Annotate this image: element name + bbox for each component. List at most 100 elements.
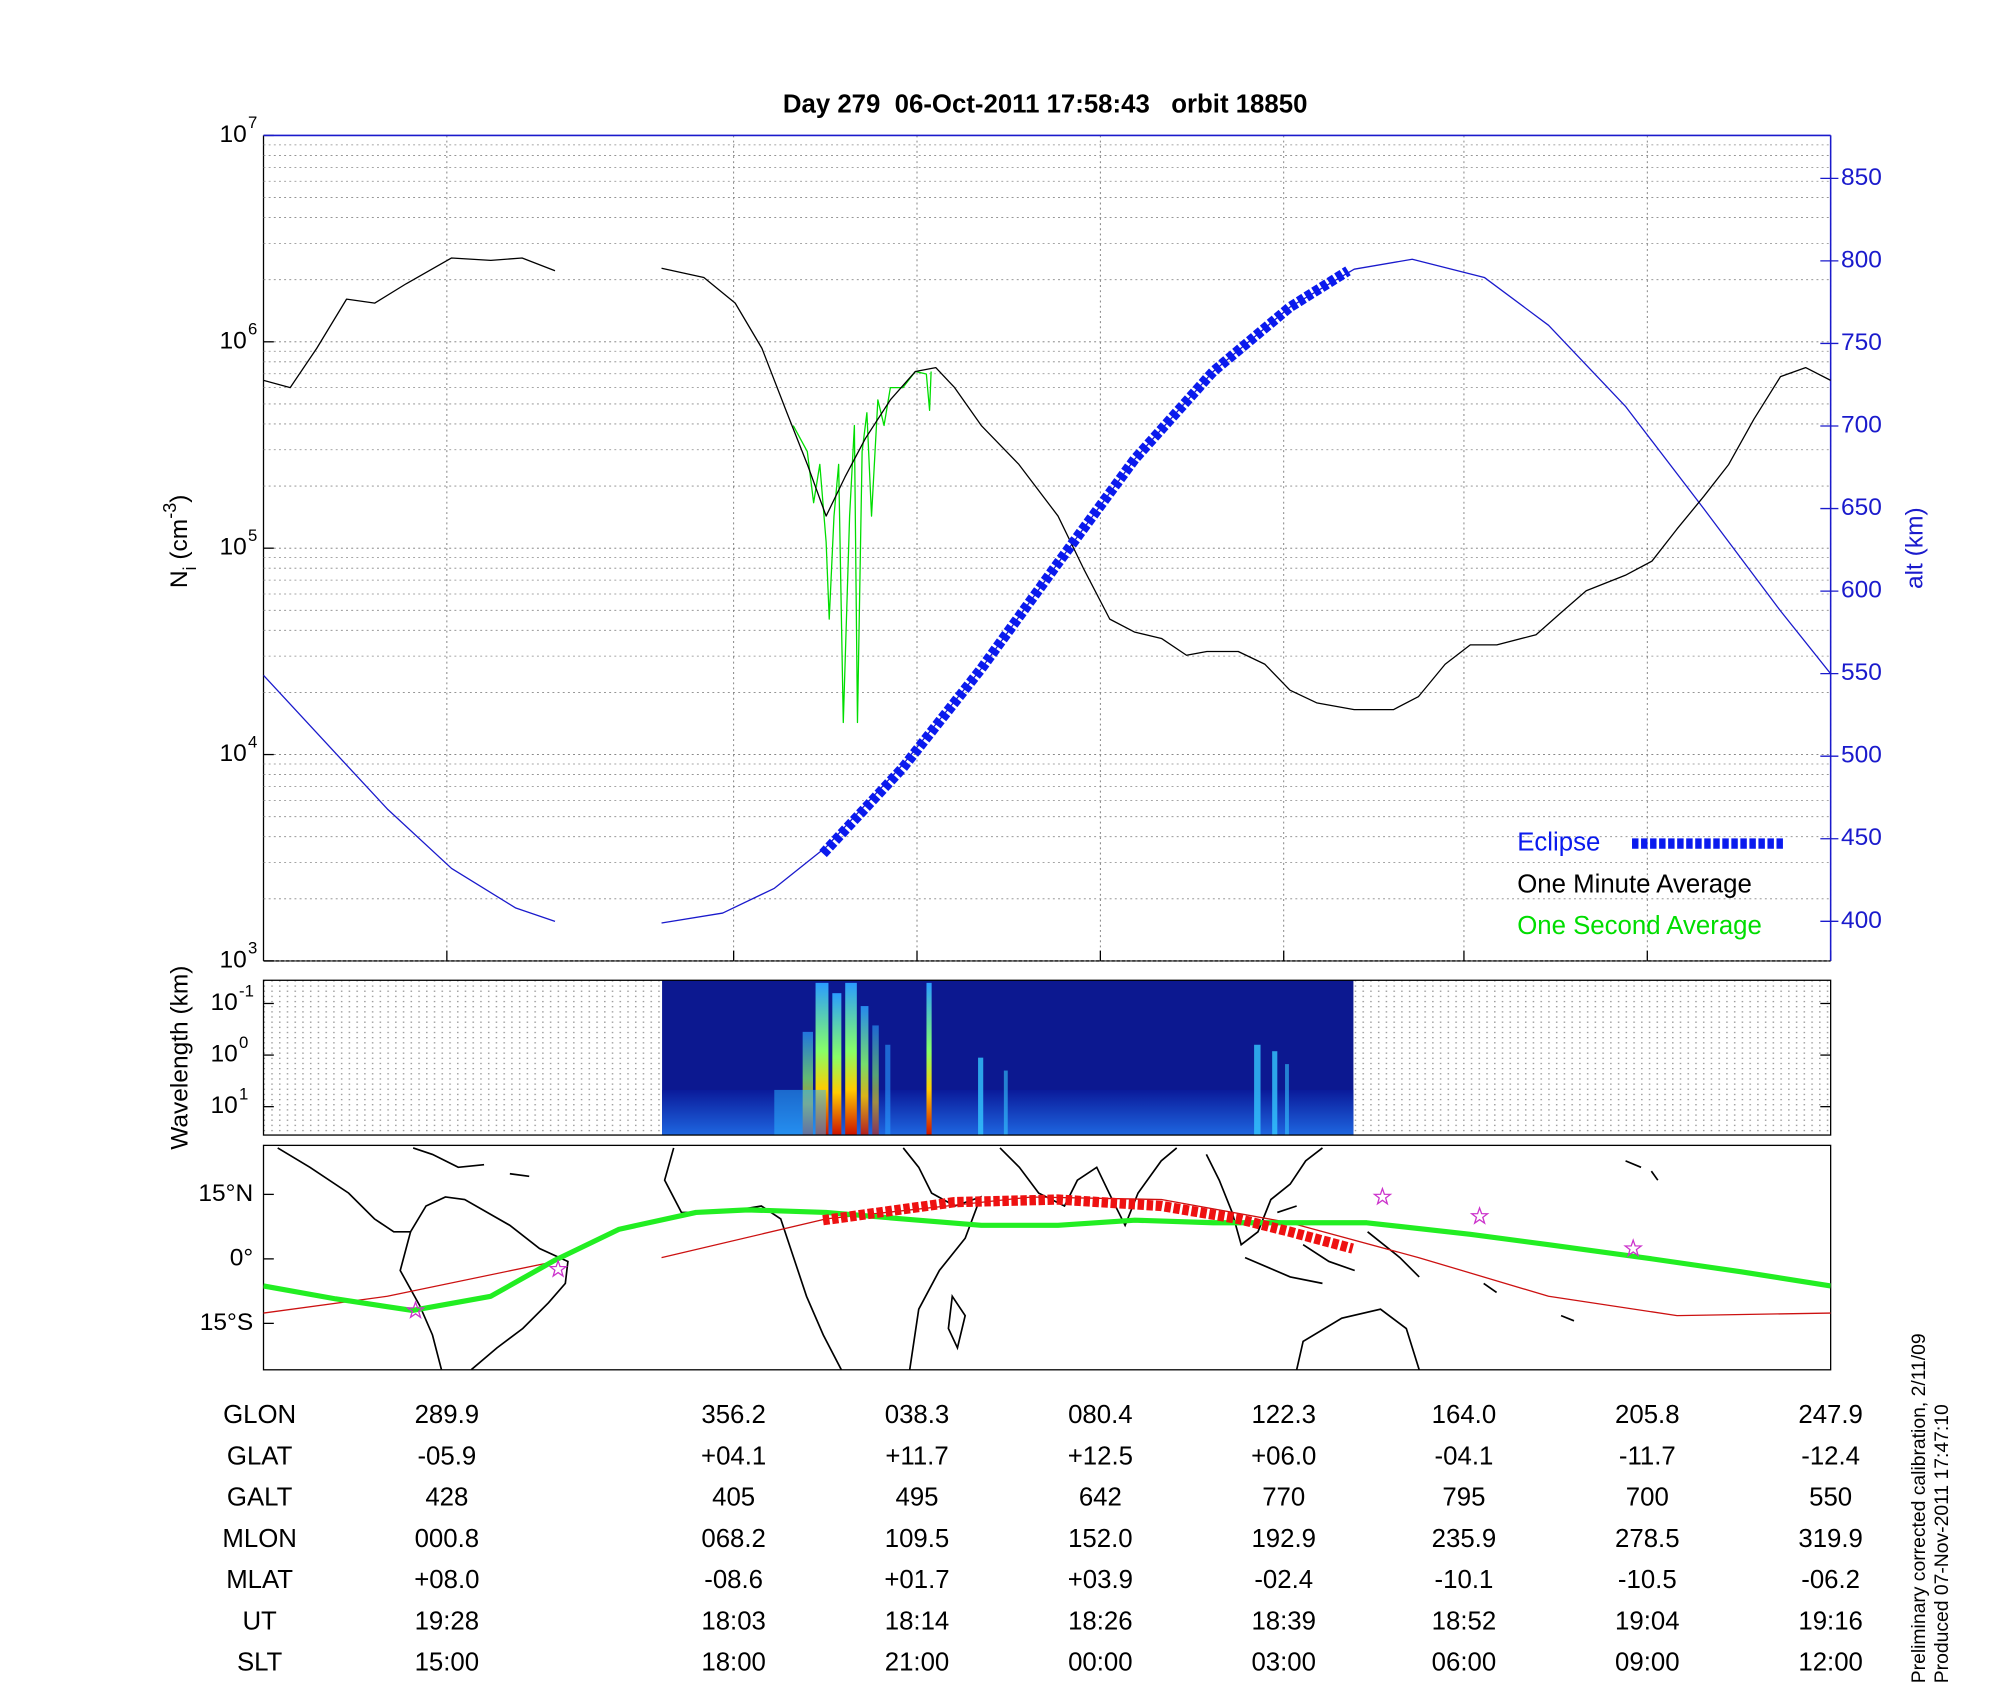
- table-cell: -11.7: [1619, 1442, 1676, 1470]
- data-line: [819, 266, 1351, 858]
- y2-axis-label: alt (km): [1901, 507, 1928, 589]
- table-cell: 000.8: [415, 1525, 480, 1553]
- y2-tick-label: 850: [1841, 164, 1882, 191]
- label-part: (cm: [166, 519, 193, 567]
- map-frame: [262, 1144, 1832, 1371]
- y-tick-label: 10: [210, 1092, 237, 1119]
- note: Preliminary corrected calibration, 2/11/…: [1908, 1333, 1930, 1683]
- table-cell: 152.0: [1068, 1525, 1133, 1553]
- legend-label: One Minute Average: [1517, 870, 1752, 898]
- y-tick-exponent: 6: [248, 320, 257, 339]
- spectrogram: [262, 979, 1832, 1136]
- table-cell: 18:00: [701, 1649, 766, 1677]
- table-cell: 03:00: [1251, 1649, 1316, 1677]
- y2-tick-label: 450: [1841, 824, 1882, 851]
- table-cell: -05.9: [417, 1442, 476, 1470]
- table-cell: 15:00: [415, 1649, 480, 1677]
- table-cell: 19:28: [415, 1607, 480, 1635]
- table-cell: 21:00: [885, 1649, 950, 1677]
- y-tick-label: 0°: [230, 1244, 253, 1271]
- table-cell: 278.5: [1615, 1525, 1680, 1553]
- data-line: [263, 258, 1831, 924]
- y-tick-exponent: 0: [239, 1033, 248, 1052]
- spectrogram-y-label: Wavelength (km): [166, 966, 193, 1150]
- y-tick-exponent: 5: [248, 526, 257, 545]
- table-cell: 18:52: [1432, 1607, 1497, 1635]
- plot-area: [263, 257, 1831, 924]
- table-cell: 122.3: [1251, 1401, 1316, 1429]
- y2-tick-label: 700: [1841, 411, 1882, 438]
- y2-tick-label: 600: [1841, 577, 1882, 604]
- table-cell: 18:39: [1251, 1607, 1316, 1635]
- table-cell: 205.8: [1615, 1401, 1680, 1429]
- y-tick-label: 10: [219, 946, 246, 973]
- table-cell: 038.3: [885, 1401, 950, 1429]
- table-cell: 109.5: [885, 1525, 950, 1553]
- table-cell: 06:00: [1432, 1649, 1497, 1677]
- label-part: N: [166, 570, 193, 588]
- table-cell: 319.9: [1798, 1525, 1863, 1553]
- spectrogram-bursts: [774, 982, 1289, 1136]
- y-tick-label: 10: [210, 989, 237, 1016]
- y-tick-exponent: 4: [248, 732, 257, 751]
- table-cell: 19:04: [1615, 1607, 1680, 1635]
- y-tick-exponent: 7: [248, 113, 257, 132]
- table-cell: 495: [895, 1484, 938, 1512]
- table-cell: +08.0: [414, 1566, 479, 1594]
- track-line: [263, 1196, 1831, 1317]
- row-label: GLAT: [227, 1442, 293, 1470]
- table-cell: +04.1: [701, 1442, 766, 1470]
- table-cell: -08.6: [704, 1566, 763, 1594]
- y2-tick-label: 500: [1841, 742, 1882, 769]
- table-cell: 642: [1079, 1484, 1122, 1512]
- note: Produced 07-Nov-2011 17:47:10: [1931, 1404, 1953, 1683]
- star-marker: [405, 1300, 426, 1319]
- y-tick-label: 10: [210, 1041, 237, 1068]
- star-marker: [548, 1258, 568, 1278]
- y-tick-label: 10: [219, 121, 246, 148]
- table-cell: 795: [1442, 1484, 1485, 1512]
- label-sub: i: [180, 566, 200, 570]
- table-cell: +11.7: [885, 1442, 948, 1470]
- table-cell: 19:16: [1798, 1607, 1863, 1635]
- y-tick-label: 10: [219, 534, 246, 561]
- row-label: GLON: [223, 1401, 296, 1429]
- table-cell: 405: [712, 1484, 755, 1512]
- table-cell: -12.4: [1801, 1442, 1860, 1470]
- row-label: UT: [242, 1607, 277, 1635]
- table-cell: 080.4: [1068, 1401, 1133, 1429]
- table-cell: 18:14: [885, 1607, 950, 1635]
- y-tick-label: 15°S: [200, 1309, 253, 1336]
- table-cell: +12.5: [1068, 1442, 1133, 1470]
- y-tick-label: 10: [219, 327, 246, 354]
- table-cell: 356.2: [701, 1401, 766, 1429]
- table-cell: 770: [1262, 1484, 1305, 1512]
- table-cell: 09:00: [1615, 1649, 1680, 1677]
- table-cell: 289.9: [415, 1401, 480, 1429]
- star-marker: [1372, 1186, 1393, 1206]
- table-cell: 068.2: [701, 1525, 766, 1553]
- y-tick-label: 15°N: [198, 1180, 253, 1207]
- star-marker: [1469, 1205, 1490, 1225]
- table-cell: 235.9: [1432, 1525, 1497, 1553]
- legend-label: One Second Average: [1517, 912, 1762, 940]
- table-cell: 18:03: [701, 1607, 766, 1635]
- table-cell: 192.9: [1251, 1525, 1316, 1553]
- data-line: [792, 370, 932, 724]
- y-tick-exponent: 1: [239, 1084, 248, 1103]
- row-label: GALT: [227, 1484, 293, 1512]
- table-cell: 164.0: [1432, 1401, 1497, 1429]
- table-cell: 700: [1626, 1484, 1669, 1512]
- table-cell: 247.9: [1798, 1401, 1863, 1429]
- track-line: [263, 1207, 1831, 1314]
- table-cell: -10.1: [1435, 1566, 1494, 1594]
- coastlines: [277, 1147, 1659, 1370]
- y-tick-exponent: -1: [239, 981, 254, 1000]
- row-label: MLAT: [226, 1566, 293, 1594]
- table-cell: -06.2: [1801, 1566, 1860, 1594]
- table-cell: 428: [425, 1484, 468, 1512]
- label-part: ): [166, 495, 193, 503]
- data-line: [263, 257, 1831, 711]
- track-line: [822, 1194, 1354, 1254]
